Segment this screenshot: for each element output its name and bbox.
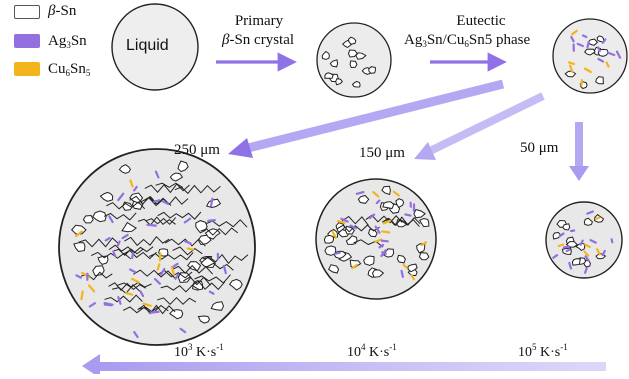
beta-sn-grain <box>369 67 376 74</box>
beta-sn-grain <box>419 253 429 260</box>
beta-sn-grain <box>563 224 570 230</box>
cu6sn5-particle <box>188 248 193 249</box>
ag3sn-particle <box>598 47 600 51</box>
cooling-rate-bar <box>96 362 606 371</box>
ag3sn-particle <box>612 239 613 242</box>
ag3sn-particle <box>588 42 589 47</box>
primary-label-line1: Primary <box>224 14 294 29</box>
beta-sn-grain <box>572 259 580 266</box>
legend-swatch-cu6sn5 <box>14 62 40 76</box>
beta-sn-grain <box>383 202 394 209</box>
primary-label-line2: β-Sn crystal <box>206 33 310 48</box>
ag3sn-particle <box>567 250 570 251</box>
ag3sn-particle <box>132 253 133 258</box>
eutectic-circle <box>553 19 627 93</box>
primary-crystal-circle <box>317 23 391 97</box>
liquid-label: Liquid <box>126 38 169 54</box>
legend-swatch-beta-sn <box>14 5 40 19</box>
ag3sn-particle <box>585 268 587 272</box>
cooling-rate-label-1e3: 103 K·s-1 <box>174 343 224 360</box>
beta-sn-grain <box>324 235 333 243</box>
microstructure-250um <box>59 149 255 345</box>
beta-sn-grain <box>350 61 357 68</box>
ag3sn-particle <box>382 241 388 242</box>
size-label-50um: 50 μm <box>520 141 558 156</box>
ag3sn-particle <box>335 253 340 254</box>
arrow-to-50um-head <box>569 166 589 181</box>
ag3sn-particle <box>154 200 159 202</box>
ag3sn-particle <box>564 247 569 248</box>
cu6sn5-particle <box>596 218 599 219</box>
ag3sn-particle <box>147 225 155 226</box>
ag3sn-particle <box>211 199 212 206</box>
cu6sn5-particle <box>559 245 563 246</box>
microstructure-50um <box>546 202 622 278</box>
ag3sn-particle <box>151 312 159 313</box>
legend-label-ag3sn: Ag3Sn <box>48 34 87 50</box>
cu6sn5-particle <box>569 62 574 64</box>
cu6sn5-particle <box>160 253 161 260</box>
cooling-rate-label-1e4: 104 K·s-1 <box>347 343 397 360</box>
cu6sn5-particle <box>82 291 83 299</box>
eutectic-label-line2: Ag3Sn/Cu6Sn5 phase <box>404 33 530 49</box>
size-label-250um: 250 μm <box>174 143 220 158</box>
ag3sn-particle <box>382 252 386 253</box>
arrow-to-250um <box>240 84 503 150</box>
cooling-rate-label-1e5: 105 K·s-1 <box>518 343 568 360</box>
ag3sn-particle <box>118 242 120 246</box>
ag3sn-particle <box>405 214 410 215</box>
ag3sn-particle <box>402 271 403 277</box>
cu6sn5-particle <box>382 231 389 232</box>
cooling-rate-arrowhead <box>82 354 100 374</box>
legend-label-beta-sn: β-Sn <box>48 4 76 19</box>
legend-swatch-ag3sn <box>14 34 40 48</box>
ag3sn-particle <box>208 220 215 221</box>
ag3sn-particle <box>583 36 586 37</box>
arrow-to-250um-head <box>228 138 253 158</box>
microstructure-150um <box>316 179 436 299</box>
beta-sn-grain <box>83 216 93 223</box>
size-label-150um: 150 μm <box>359 146 405 161</box>
ag3sn-particle <box>105 305 112 306</box>
legend-label-cu6sn5: Cu6Sn5 <box>48 62 90 78</box>
eutectic-label-line1: Eutectic <box>446 14 516 29</box>
